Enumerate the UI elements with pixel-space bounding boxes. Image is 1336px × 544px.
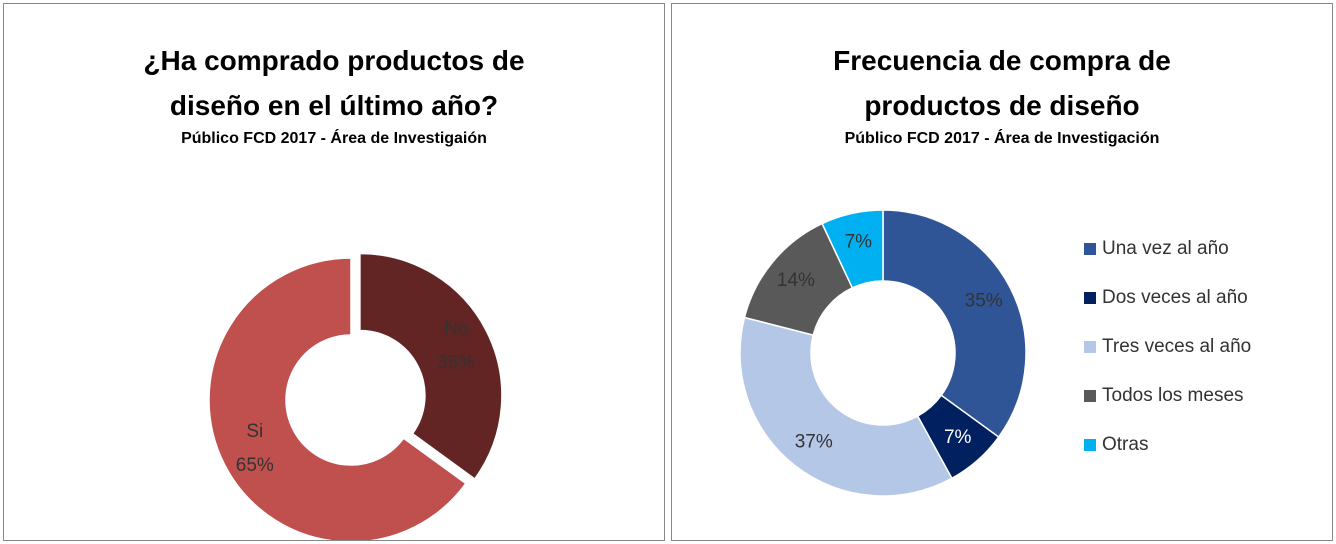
chart: 35% 7% 37% 14% 7% Una vez al año Dos veces al … [739,209,1251,497]
slice-category-label: No [444,318,468,339]
legend-label: Tres veces al año [1102,336,1251,357]
chart-subtitle: Público FCD 2017 - Área de Investigación [844,130,1160,147]
data-label: 7% [845,232,873,253]
donut-slice [359,252,503,480]
chart-subtitle: Público FCD 2017 - Área de Investigaión [181,130,487,147]
donut-slice [739,316,953,497]
legend-label: Dos veces al año [1102,287,1248,308]
legend-label: Otras [1102,434,1148,455]
chart: No 35% Si 65% [208,252,503,540]
chart-panel: Frecuencia de compra de productos de dis… [671,3,1333,541]
chart-title: ¿Ha comprado productos de diseño en el ú… [143,45,525,121]
legend-swatch [1084,439,1096,451]
chart-title: Frecuencia de compra de productos de dis… [833,45,1171,121]
data-label: 7% [944,427,972,448]
data-label: 65% [236,455,274,476]
legend-label: Una vez al año [1102,238,1229,259]
data-label: 37% [795,431,833,452]
data-label: 14% [777,270,815,291]
slice-category-label: Si [246,421,263,442]
legend-swatch [1084,292,1096,304]
legend-swatch [1084,243,1096,255]
chart-panel: ¿Ha comprado productos de diseño en el ú… [3,3,665,541]
data-label: 35% [437,352,475,373]
donut-slice [821,209,884,289]
legend-label: Todos los meses [1102,385,1244,406]
data-label: 35% [965,291,1003,312]
legend-swatch [1084,341,1096,353]
legend-swatch [1084,390,1096,402]
donut-slice [208,257,467,540]
donut-slice [882,209,1027,439]
